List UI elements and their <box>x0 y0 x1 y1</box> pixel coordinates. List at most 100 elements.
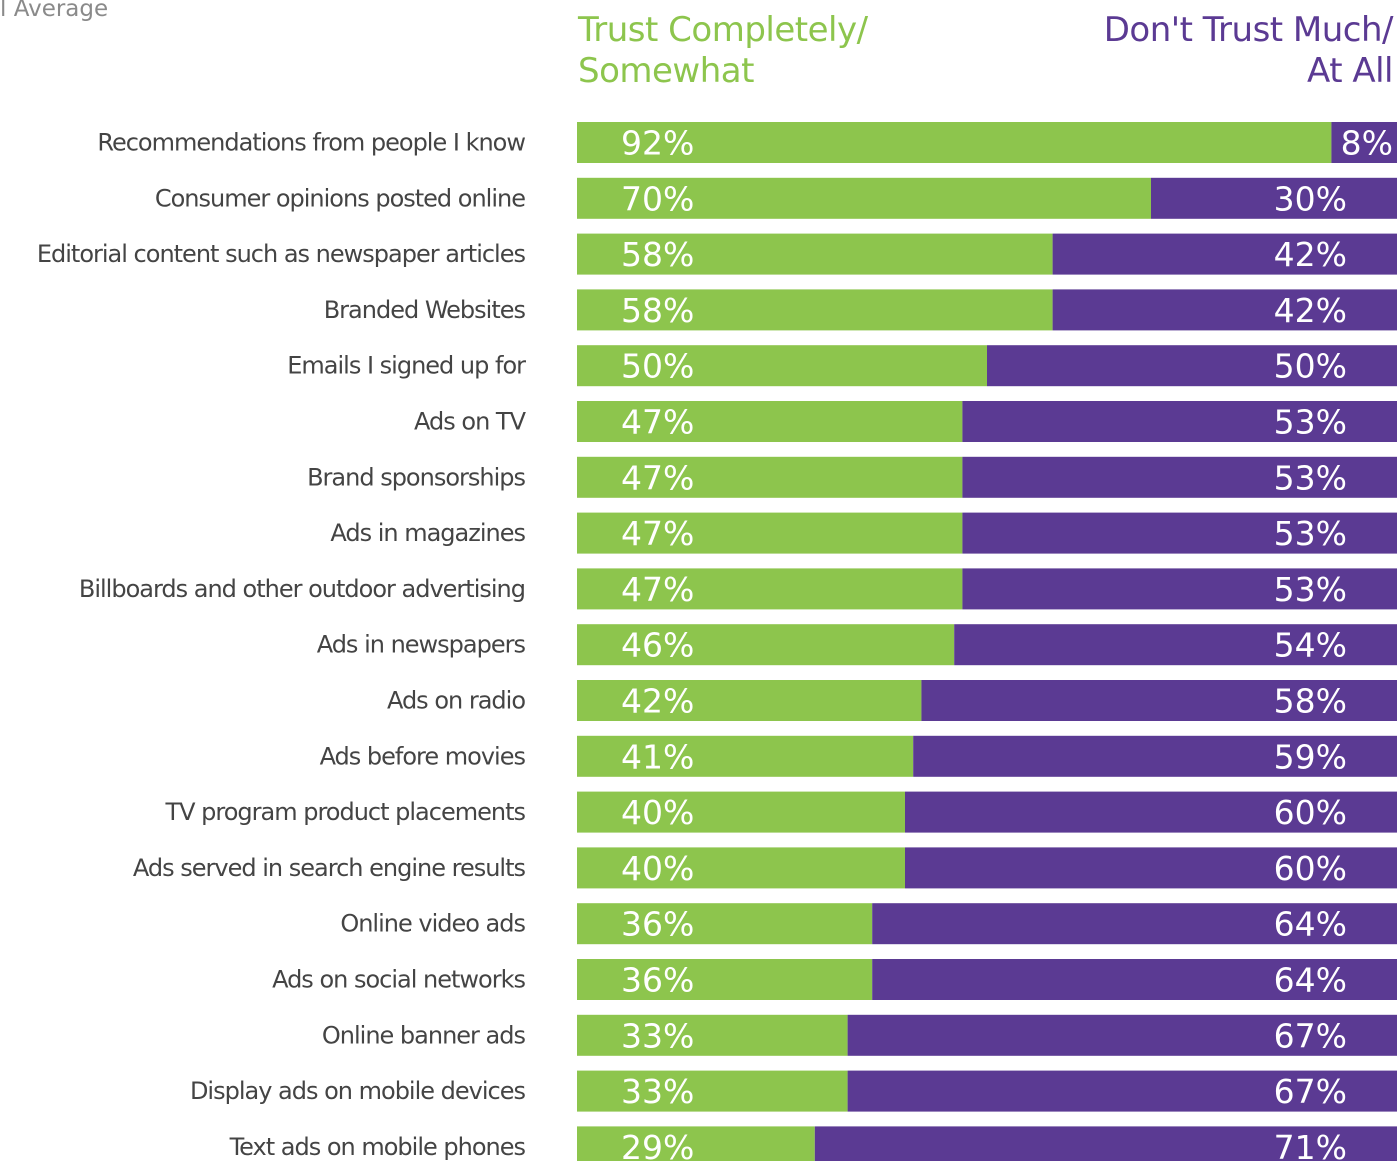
bar-distrust <box>913 735 1397 777</box>
bar-trust <box>577 1070 848 1112</box>
bar-distrust <box>1052 289 1397 331</box>
bar-distrust <box>962 456 1397 498</box>
bar-trust <box>577 624 955 666</box>
category-label: Ads on TV <box>414 408 527 436</box>
value-label-distrust: 64% <box>1274 905 1347 944</box>
bar-trust <box>577 177 1151 219</box>
legend-trust-line1: Trust Completely/ <box>578 10 868 50</box>
bar-distrust <box>962 512 1397 554</box>
bar-distrust <box>954 624 1397 666</box>
value-label-distrust: 67% <box>1274 1016 1347 1055</box>
value-label-distrust: 59% <box>1274 737 1347 776</box>
value-label-distrust: 58% <box>1274 682 1347 721</box>
category-label: Ads on social networks <box>272 966 525 994</box>
bar-distrust <box>1331 122 1397 163</box>
category-label: Online video ads <box>340 910 525 938</box>
bar-trust <box>577 122 1332 163</box>
category-label: Brand sponsorships <box>307 463 525 491</box>
value-label-trust: 36% <box>621 905 694 944</box>
bar-distrust <box>1052 233 1397 275</box>
category-label: Online banner ads <box>322 1021 526 1049</box>
value-label-trust: 47% <box>621 458 694 497</box>
bar-distrust <box>962 401 1397 442</box>
value-label-trust: 42% <box>621 682 694 721</box>
category-label: Ads before movies <box>320 742 526 770</box>
category-label: Ads served in search engine results <box>133 854 526 882</box>
value-label-trust: 92% <box>621 124 694 163</box>
category-label: Emails I signed up for <box>287 352 526 380</box>
value-label-distrust: 67% <box>1274 1072 1347 1111</box>
value-label-distrust: 53% <box>1274 403 1347 442</box>
bar-trust <box>577 568 963 610</box>
value-label-trust: 47% <box>621 514 694 553</box>
bar-trust <box>577 233 1053 275</box>
value-label-trust: 47% <box>621 403 694 442</box>
bar-distrust <box>905 847 1397 889</box>
category-label: TV program product placements <box>164 798 525 826</box>
category-label: Ads in newspapers <box>317 631 526 659</box>
value-label-distrust: 71% <box>1274 1128 1347 1161</box>
value-label-distrust: 64% <box>1274 961 1347 1000</box>
legend-trust-line2: Somewhat <box>578 51 754 91</box>
bar-distrust <box>921 680 1397 721</box>
value-label-distrust: 8% <box>1341 124 1393 163</box>
bar-trust <box>577 1126 815 1161</box>
value-label-trust: 47% <box>621 570 694 609</box>
bar-distrust <box>847 1014 1397 1056</box>
bar-trust <box>577 345 987 387</box>
category-label: Ads in magazines <box>330 519 525 547</box>
bar-distrust <box>872 903 1397 945</box>
value-label-trust: 58% <box>621 235 694 274</box>
bar-trust <box>577 680 922 721</box>
category-label: Ads on radio <box>387 687 525 715</box>
value-label-trust: 70% <box>621 179 694 218</box>
bar-distrust <box>905 791 1397 833</box>
value-label-distrust: 53% <box>1274 570 1347 609</box>
value-label-trust: 58% <box>621 291 694 330</box>
bar-distrust <box>814 1126 1397 1161</box>
category-label: Branded Websites <box>324 296 526 324</box>
value-label-distrust: 60% <box>1274 849 1347 888</box>
value-label-trust: 40% <box>621 793 694 832</box>
legend-distrust: Don't Trust Much/ At All <box>973 10 1394 92</box>
value-label-distrust: 53% <box>1274 458 1347 497</box>
value-label-trust: 46% <box>621 626 694 665</box>
bar-trust <box>577 959 873 1000</box>
bar-distrust <box>962 568 1397 610</box>
value-label-distrust: 50% <box>1274 347 1347 386</box>
bar-trust <box>577 456 963 498</box>
bar-trust <box>577 791 905 833</box>
bar-trust <box>577 512 963 554</box>
value-label-distrust: 30% <box>1274 179 1347 218</box>
bar-distrust <box>987 345 1397 387</box>
value-label-trust: 36% <box>621 961 694 1000</box>
value-label-distrust: 42% <box>1274 291 1347 330</box>
category-label: Recommendations from people I know <box>97 129 525 157</box>
corner-label: l Average <box>0 0 109 22</box>
bar-distrust <box>1151 177 1397 219</box>
category-label: Display ads on mobile devices <box>190 1077 526 1105</box>
value-label-distrust: 53% <box>1274 514 1347 553</box>
bar-trust <box>577 1014 848 1056</box>
bar-distrust <box>847 1070 1397 1112</box>
bar-trust <box>577 735 914 777</box>
bar-trust <box>577 847 905 889</box>
category-label: Billboards and other outdoor advertising <box>79 575 525 603</box>
value-label-trust: 33% <box>621 1016 694 1055</box>
value-label-distrust: 60% <box>1274 793 1347 832</box>
category-label: Text ads on mobile phones <box>229 1133 526 1161</box>
value-label-trust: 29% <box>621 1128 694 1161</box>
value-label-trust: 40% <box>621 849 694 888</box>
value-label-trust: 33% <box>621 1072 694 1111</box>
value-label-trust: 41% <box>621 737 694 776</box>
bar-trust <box>577 401 963 442</box>
legend-distrust-line1: Don't Trust Much/ <box>1103 10 1394 50</box>
value-label-distrust: 42% <box>1274 235 1347 274</box>
value-label-distrust: 54% <box>1274 626 1347 665</box>
bar-distrust <box>872 959 1397 1000</box>
legend-distrust-line2: At All <box>1307 51 1393 91</box>
category-label: Consumer opinions posted online <box>155 184 525 212</box>
bar-trust <box>577 903 873 945</box>
bar-trust <box>577 289 1053 331</box>
